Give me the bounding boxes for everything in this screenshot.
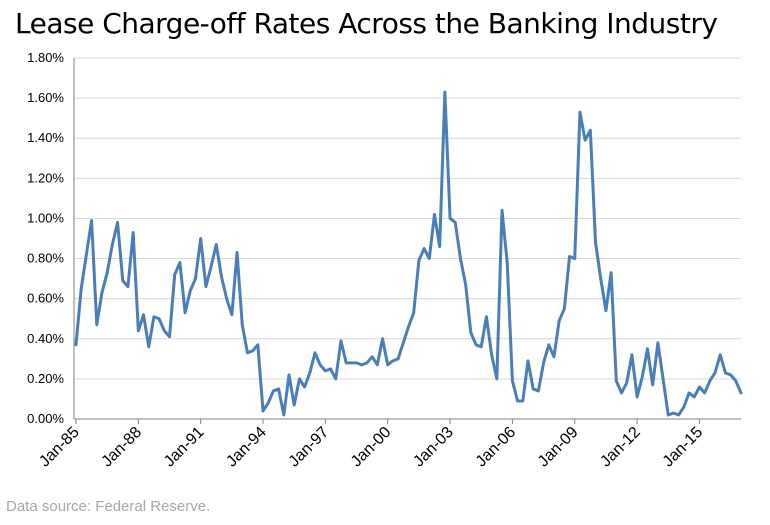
x-tick-label: Jan-00	[348, 424, 395, 471]
y-tick-label: 0.00%	[27, 411, 64, 426]
x-tick-label: Jan-94	[223, 424, 270, 471]
y-axis-ticks: 0.00% 0.20% 0.40% 0.60% 0.80% 1.00% 1.20% 1.40%…	[27, 50, 64, 426]
x-tick-label: Jan-09	[535, 424, 582, 471]
y-tick-label: 0.80%	[27, 251, 64, 266]
y-tick-label: 1.40%	[27, 130, 64, 145]
y-tick-label: 1.20%	[27, 170, 64, 185]
y-tick-label: 1.00%	[27, 210, 64, 225]
x-tick-label: Jan-91	[161, 424, 208, 471]
chart-title: Lease Charge-off Rates Across the Bankin…	[15, 7, 718, 40]
data-source-note: Data source: Federal Reserve.	[6, 498, 211, 515]
x-tick-label: Jan-03	[410, 424, 457, 471]
y-tick-label: 1.60%	[27, 90, 64, 105]
x-tick-label: Jan-12	[597, 424, 644, 471]
series-layer	[74, 90, 743, 417]
x-tick-label: Jan-85	[36, 424, 83, 471]
axes	[73, 58, 741, 424]
x-axis-ticks: Jan-85 Jan-88 Jan-91 Jan-94 Jan-97 Jan-00 Jan-…	[36, 424, 706, 471]
y-tick-label: 0.20%	[27, 371, 64, 386]
x-tick-label: Jan-06	[473, 424, 520, 471]
gridlines	[74, 57, 741, 380]
y-tick-label: 0.60%	[27, 291, 64, 306]
y-tick-label: 1.80%	[27, 50, 64, 65]
y-tick-label: 0.40%	[27, 331, 64, 346]
x-tick-label: Jan-15	[660, 424, 707, 471]
x-tick-label: Jan-97	[286, 424, 333, 471]
x-tick-label: Jan-88	[99, 424, 146, 471]
series-line	[74, 90, 743, 417]
